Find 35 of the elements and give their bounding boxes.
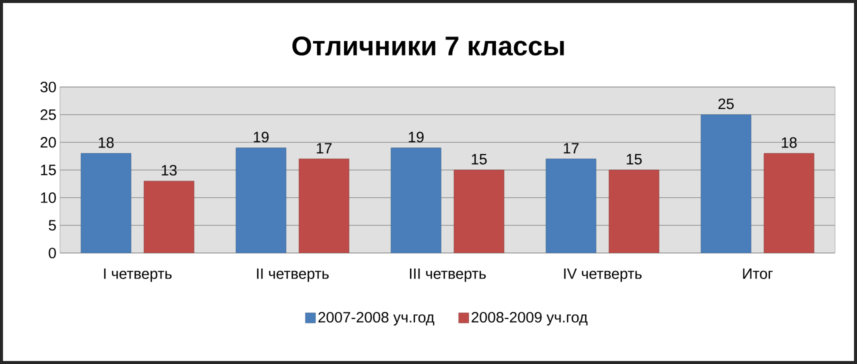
bar (390, 148, 442, 253)
data-label: 18 (98, 137, 114, 148)
data-label: 13 (162, 164, 177, 176)
chart-title: Отличники 7 классы (292, 36, 564, 56)
y-tick-label: 5 (48, 220, 56, 231)
data-label: 17 (316, 143, 332, 154)
x-tick-label: Итог (743, 268, 773, 279)
data-label: 17 (564, 143, 579, 154)
data-label: 15 (626, 154, 642, 164)
legend-label: 2008-2009 уч.год (472, 312, 588, 326)
y-tick-label: 30 (40, 82, 56, 92)
legend-label: 2007-2008 уч.год (318, 312, 434, 326)
bar (608, 170, 660, 253)
bar (80, 153, 132, 253)
bar (454, 170, 504, 253)
data-label: 18 (782, 137, 797, 148)
x-tick-label: I четверть (104, 268, 172, 282)
x-tick-label: IV четверть (564, 268, 642, 282)
data-label: 25 (718, 98, 734, 110)
bar (546, 158, 596, 253)
data-label: 19 (408, 132, 424, 142)
x-tick-label: II четверть (257, 268, 329, 282)
data-label: 19 (254, 132, 269, 142)
y-tick-label: 25 (40, 109, 56, 120)
x-tick-label: III четверть (410, 268, 486, 282)
bar (298, 158, 350, 253)
y-tick-label: 10 (41, 192, 56, 203)
data-label: 15 (472, 154, 487, 164)
y-tick-label: 0 (48, 248, 56, 258)
y-tick-label: 15 (41, 164, 56, 176)
bar (700, 114, 752, 253)
bar (764, 153, 814, 253)
bar (236, 148, 286, 253)
bar (144, 180, 194, 253)
y-tick-label: 20 (40, 137, 56, 148)
